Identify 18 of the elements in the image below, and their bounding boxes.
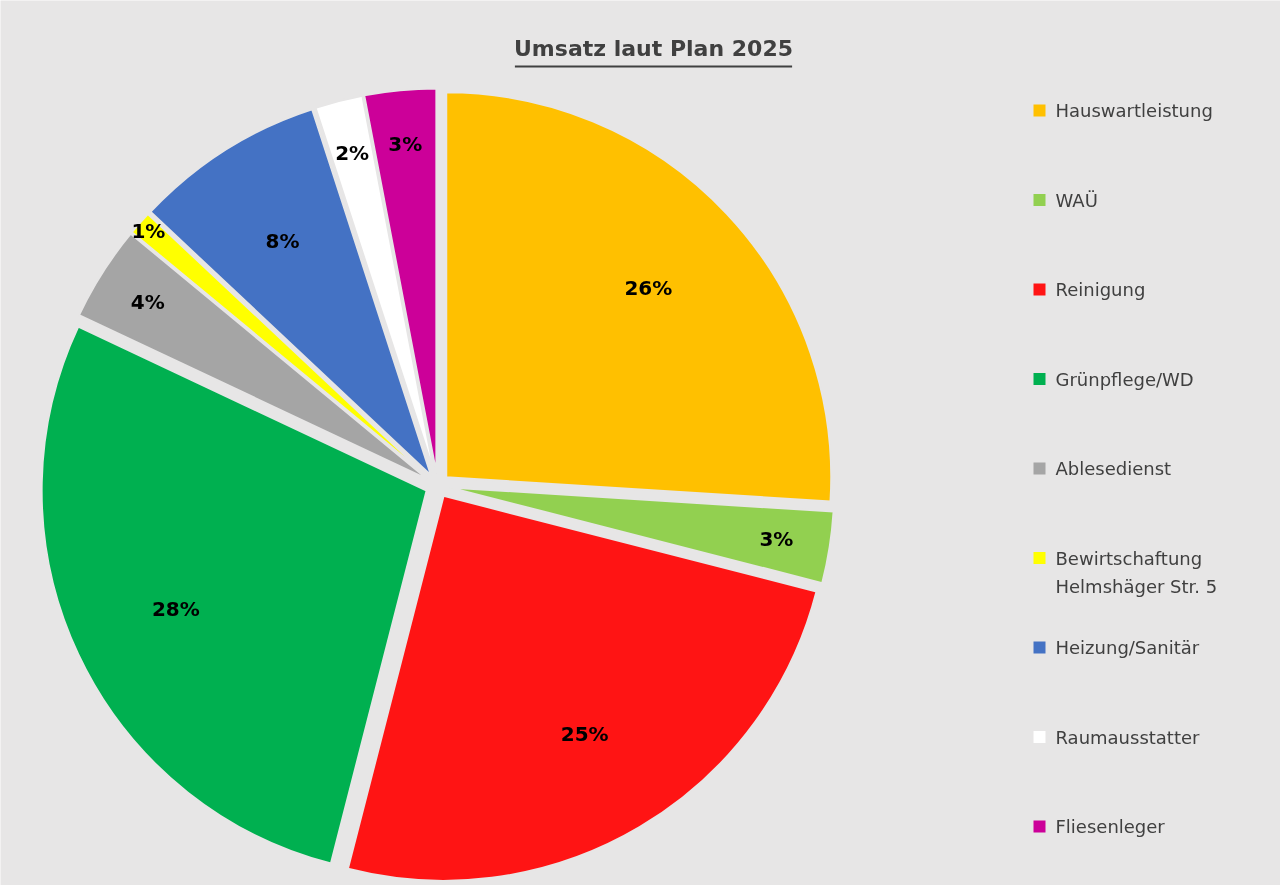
data-label: 26%: [624, 275, 673, 300]
legend-label: Raumausstatter: [1055, 726, 1201, 748]
legend-label: Reinigung: [1055, 279, 1146, 300]
legend-label: Ablesedienst: [1055, 458, 1172, 479]
legend-label: WAÜ: [1055, 189, 1098, 211]
data-label: 28%: [151, 596, 200, 621]
data-label: 2%: [335, 141, 370, 166]
legend-label: Heizung/Sanitär: [1055, 637, 1200, 658]
legend-label: Fliesenleger: [1055, 816, 1166, 837]
data-label: 25%: [560, 722, 609, 747]
chart-title: Umsatz laut Plan 2025: [514, 36, 793, 61]
legend-label: Hauswartleistung: [1055, 100, 1213, 121]
data-label: 3%: [759, 527, 794, 552]
data-label: 4%: [130, 289, 165, 314]
data-label: 3%: [388, 131, 423, 156]
legend-label: Bewirtschaftung Helmshäger Str. 5: [1055, 547, 1218, 597]
data-label: 8%: [265, 229, 300, 254]
legend-label: Grünpflege/WD: [1055, 368, 1194, 390]
